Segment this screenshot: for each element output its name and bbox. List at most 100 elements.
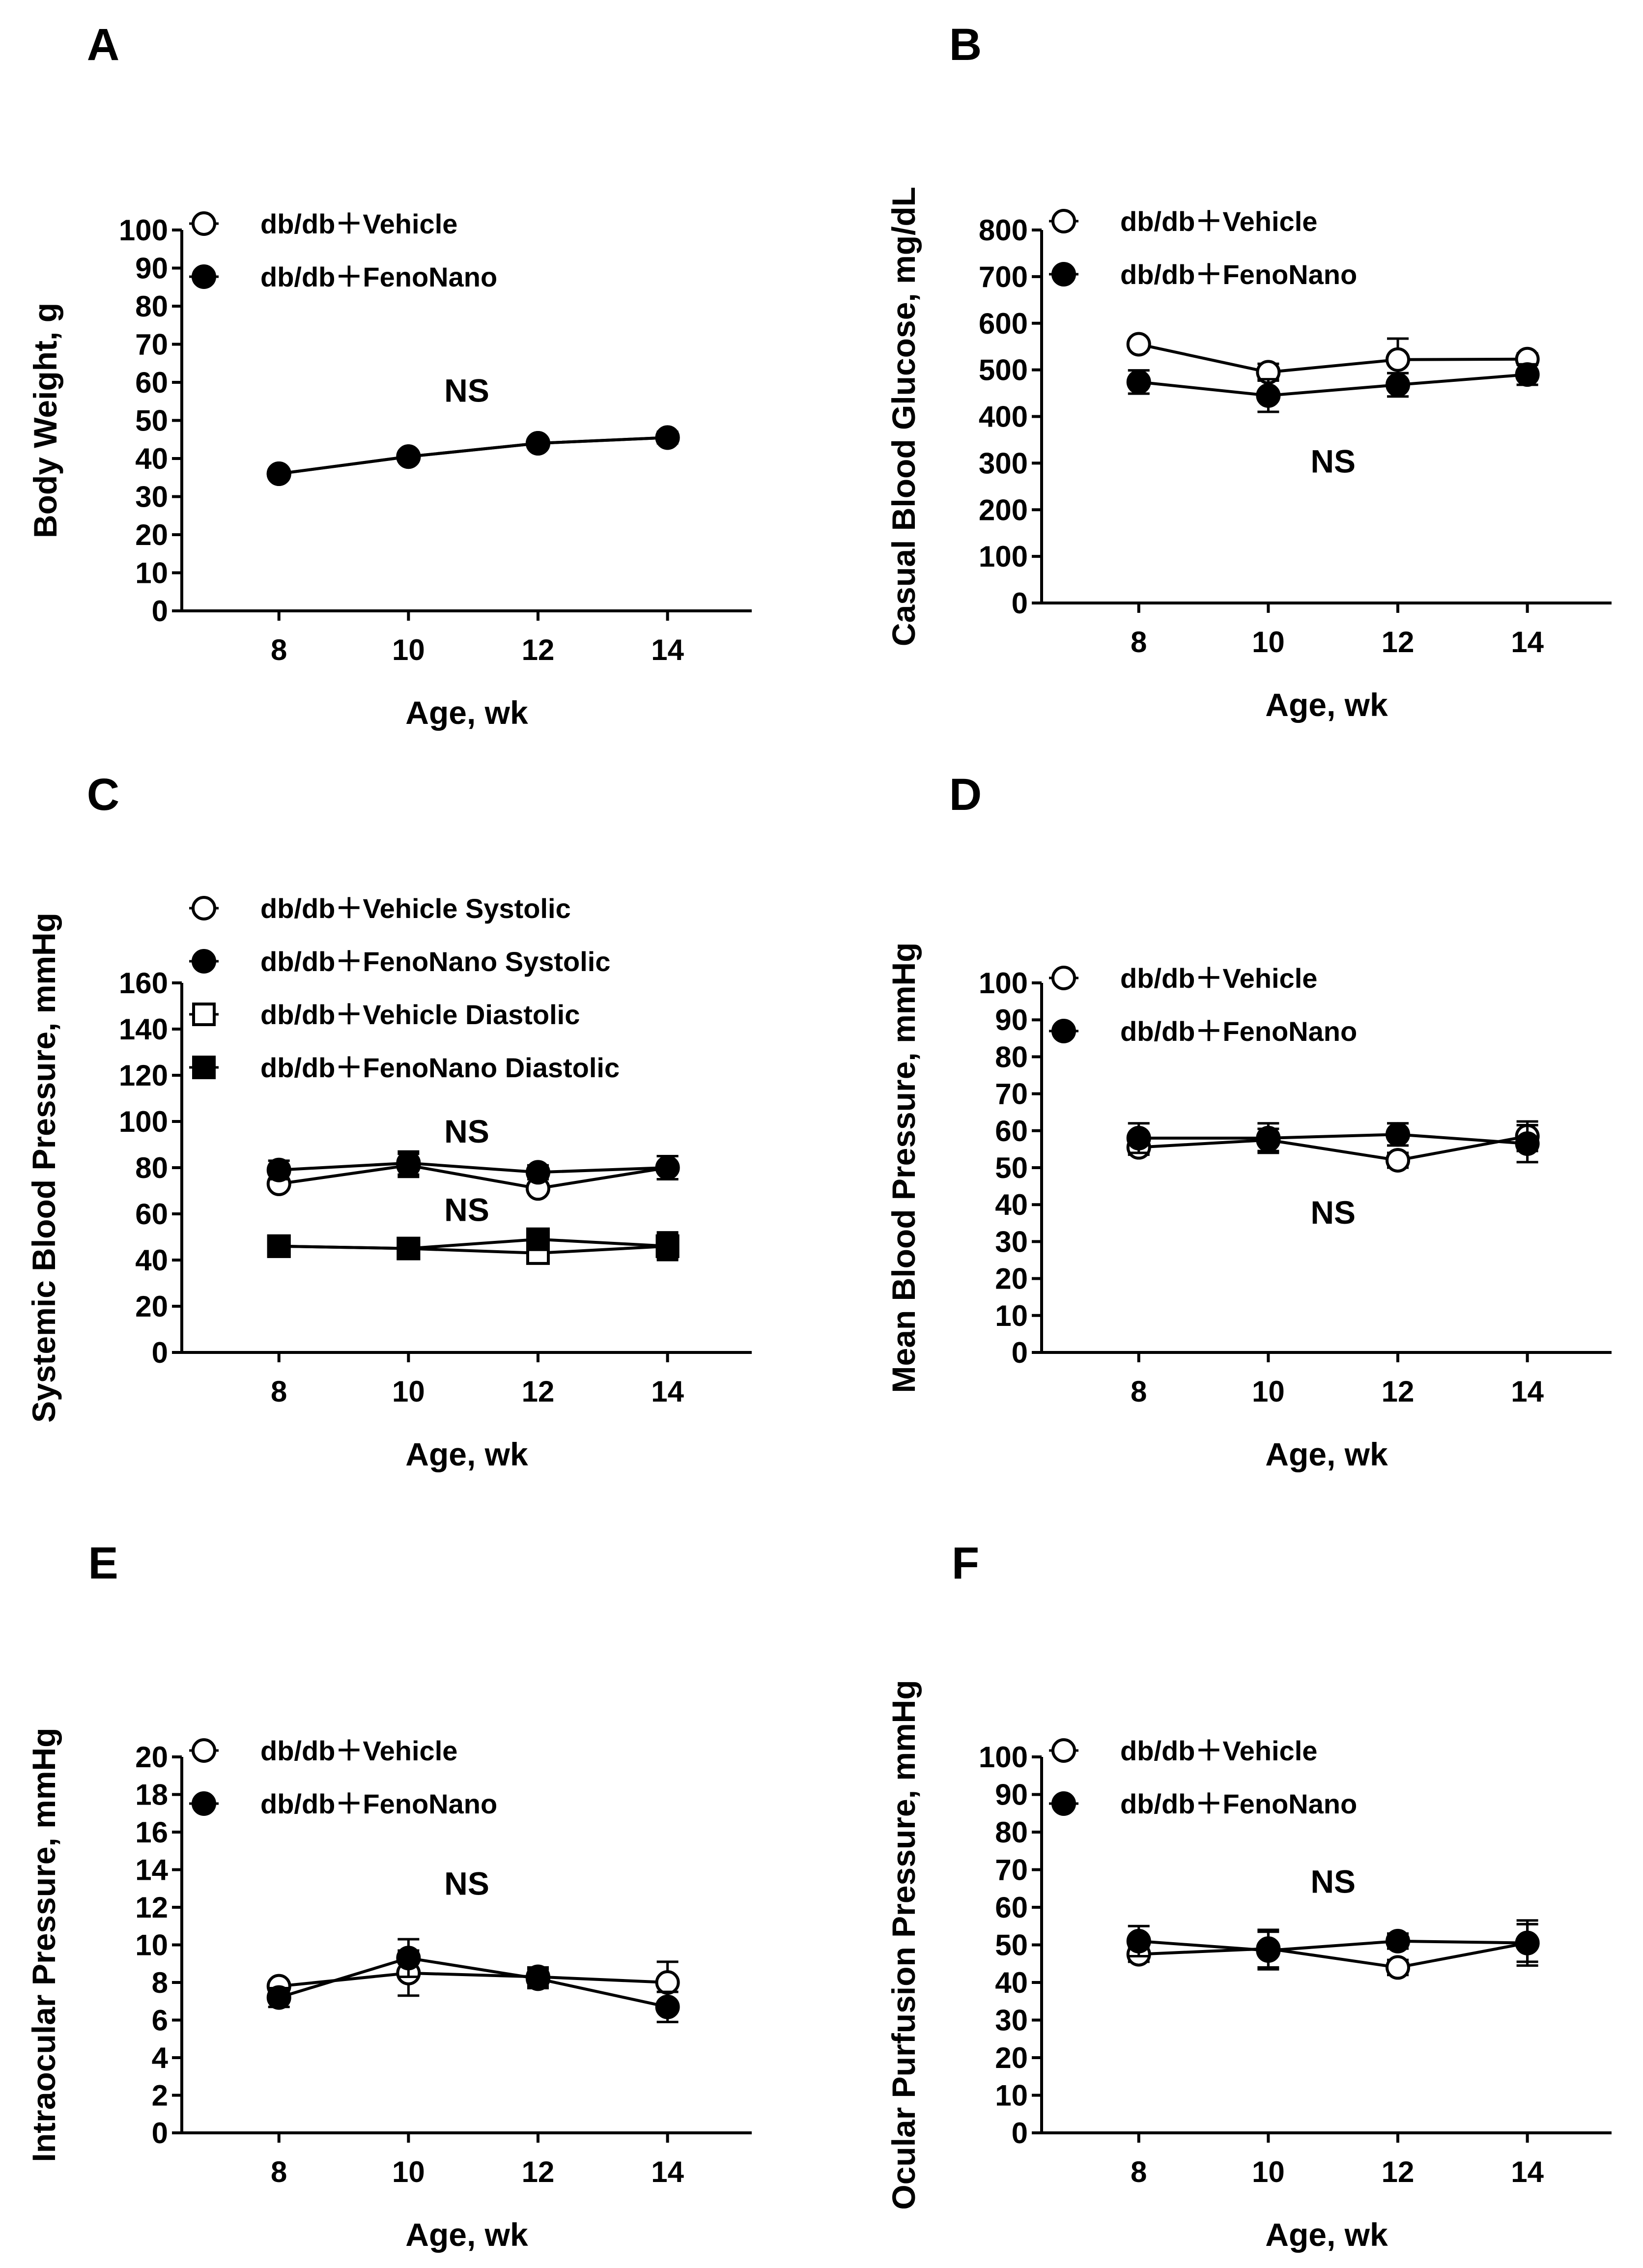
legend-marker (192, 264, 216, 289)
series-0 (1126, 1919, 1540, 1980)
y-tick-label: 160 (119, 967, 168, 1000)
data-point (1386, 1955, 1410, 1980)
data-point (655, 1994, 680, 2019)
y-tick-label: 10 (995, 2079, 1028, 2112)
data-point (1126, 1125, 1151, 1150)
y-axis-title: Casual Blood Glucose, mg/dL (885, 187, 922, 646)
series-1 (1126, 1923, 1540, 1971)
data-point (1256, 1125, 1281, 1150)
x-tick-label: 8 (1131, 1375, 1147, 1408)
series-1 (266, 1938, 680, 2023)
y-tick-label: 14 (135, 1854, 168, 1887)
legend-entry: db/db＋Vehicle (189, 208, 457, 239)
series-line (1138, 1941, 1528, 1969)
y-tick-label: 50 (995, 1929, 1028, 1962)
series-line (1138, 1939, 1528, 1952)
panel-e: E 0 2 4 6 8 10 12 14 16 18 20 8 10 12 14 Age, wk Intraocu… (26, 1538, 752, 2253)
y-tick-label: 200 (979, 493, 1028, 526)
series-line (1138, 373, 1528, 397)
legend-marker (192, 1738, 216, 1763)
y-tick-label: 10 (995, 1299, 1028, 1332)
data-point (266, 1157, 291, 1182)
y-axis-title: Ocular Purfusion Pressure, mmHg (885, 1680, 922, 2210)
data-point (396, 1946, 421, 1971)
y-tick-label: 20 (995, 1263, 1028, 1295)
data-point (266, 1985, 291, 2010)
legend-entry: db/db＋FenoNano (189, 261, 497, 292)
data-point (1126, 370, 1151, 395)
y-tick-label: 0 (152, 595, 168, 628)
y-tick-label: 0 (1012, 1336, 1028, 1369)
panel-letter: C (87, 770, 119, 820)
legend-entry: db/db＋Vehicle Diastolic (189, 999, 580, 1030)
data-point (1386, 1122, 1410, 1147)
ns-annotation: NS (444, 1113, 489, 1149)
legend-marker (1051, 1019, 1076, 1043)
y-tick-label: 60 (995, 1891, 1028, 1924)
y-tick-label: 10 (135, 1929, 168, 1962)
y-tick-label: 90 (995, 1004, 1028, 1036)
y-tick-label: 10 (135, 557, 168, 590)
series-1 (266, 425, 680, 486)
y-tick-label: 90 (135, 252, 168, 285)
x-tick-label: 8 (271, 2155, 287, 2188)
y-tick-label: 0 (1012, 587, 1028, 620)
x-axis-title: Age, wk (1265, 1436, 1388, 1472)
legend-marker (192, 211, 216, 236)
y-tick-label: 100 (979, 540, 1028, 573)
panel-letter: B (949, 20, 982, 70)
legend-entry: db/db＋Vehicle Systolic (189, 893, 571, 924)
y-tick-label: 16 (135, 1816, 168, 1849)
x-tick-label: 12 (1382, 2155, 1415, 2188)
y-tick-label: 6 (152, 2004, 168, 2037)
legend-marker (192, 1056, 216, 1079)
y-tick-label: 18 (135, 1779, 168, 1811)
panel-a: A 0 10 20 30 40 50 60 70 80 90 100 8 10 12 14 Age, wk Bod… (27, 20, 752, 731)
data-point (1256, 1938, 1281, 1963)
x-axis-title: Age, wk (1265, 2216, 1388, 2253)
y-tick-label: 400 (979, 401, 1028, 433)
series-line (1138, 343, 1528, 374)
ns-annotation: NS (444, 1865, 489, 1901)
y-tick-label: 60 (995, 1115, 1028, 1148)
legend-label: db/db＋Vehicle (1120, 963, 1317, 994)
data-point (1515, 1131, 1540, 1156)
data-point (526, 1227, 550, 1251)
legend-label: db/db＋Vehicle (260, 1735, 457, 1766)
y-tick-label: 100 (119, 214, 168, 247)
panel-c: C 0 20 40 60 80 100 120 140 160 8 10 12 14 Age, wk Syst… (26, 770, 752, 1472)
series-line (1138, 1133, 1528, 1146)
series-0 (1126, 1120, 1540, 1173)
x-tick-label: 10 (1252, 1375, 1285, 1408)
y-tick-label: 70 (995, 1854, 1028, 1887)
data-point (1515, 362, 1540, 387)
data-point (1386, 347, 1410, 372)
x-tick-label: 10 (392, 633, 425, 666)
series-line (279, 1161, 668, 1174)
y-tick-label: 60 (135, 366, 168, 399)
x-axis-title: Age, wk (405, 1436, 528, 1472)
y-tick-label: 70 (135, 328, 168, 361)
data-point (655, 1970, 680, 1995)
legend-marker (1051, 1738, 1076, 1763)
legend-entry: db/db＋FenoNano (1049, 1788, 1357, 1819)
legend-entry: db/db＋FenoNano (1049, 259, 1357, 290)
data-point (655, 1234, 680, 1258)
y-tick-label: 800 (979, 214, 1028, 247)
y-tick-label: 90 (995, 1779, 1028, 1811)
panel-b: B 0 100 200 300 400 500 600 700 800 8 10 12 14 Age, wk… (885, 20, 1612, 723)
y-tick-label: 20 (135, 1741, 168, 1774)
x-tick-label: 12 (522, 633, 555, 666)
legend-marker (1051, 966, 1076, 990)
y-tick-label: 100 (119, 1105, 168, 1138)
legend-label: db/db＋Vehicle Diastolic (260, 999, 580, 1030)
data-point (266, 461, 291, 486)
data-point (526, 1966, 550, 1991)
legend-marker (192, 896, 216, 920)
data-point (1126, 332, 1151, 357)
y-tick-label: 0 (152, 2117, 168, 2150)
legend-label: db/db＋FenoNano Systolic (260, 946, 610, 977)
panel-f: F 0 10 20 30 40 50 60 70 80 90 100 8 10 12 14 Age, wk Ocu… (885, 1538, 1612, 2253)
x-tick-label: 10 (392, 1375, 425, 1408)
series-0 (1126, 332, 1540, 385)
